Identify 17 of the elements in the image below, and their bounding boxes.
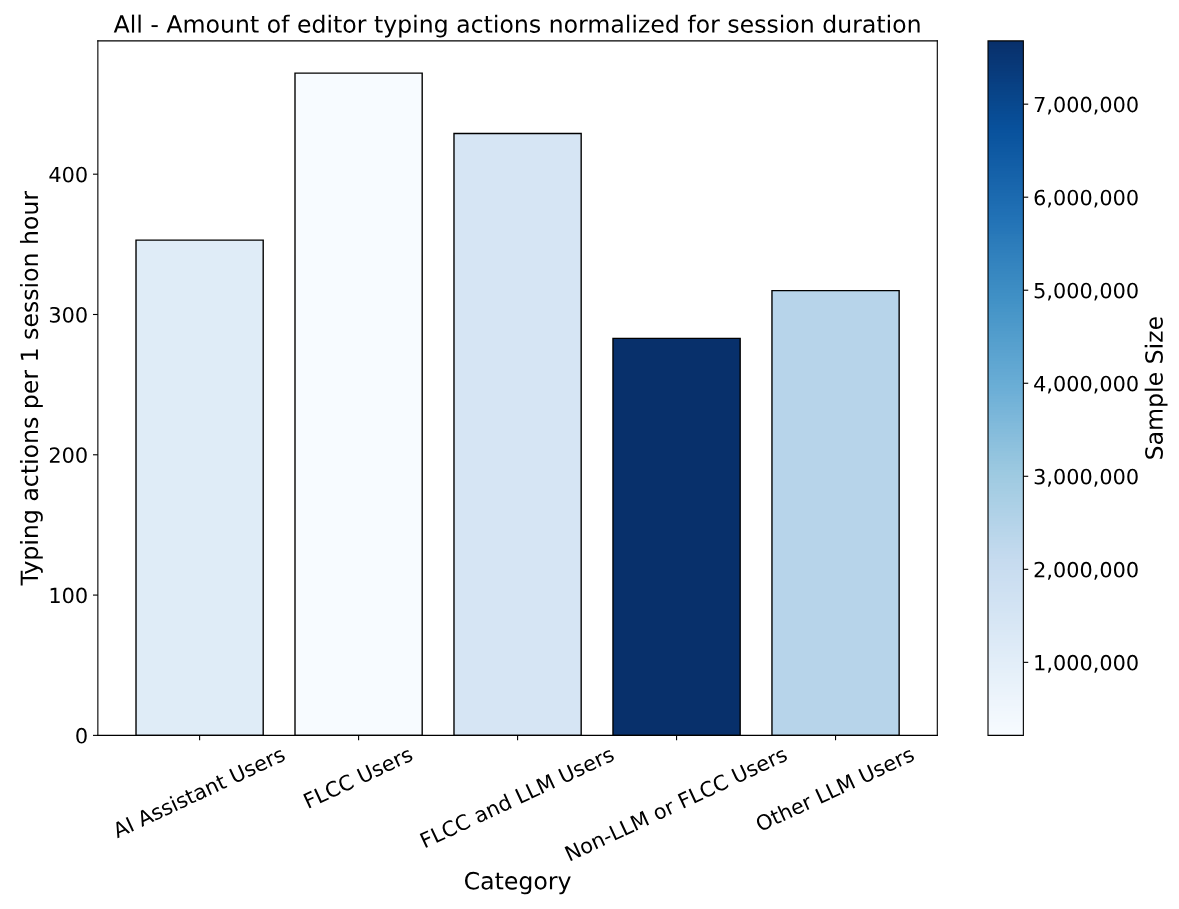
y-tick-label: 400 [49,166,87,183]
color-bar-label: 2,000,000 [1034,561,1138,580]
color-bar-label: 4,000,000 [1034,375,1138,394]
y-axis-title: Typing actions per 1 session hour [19,190,43,586]
x-tick-label: FLCC Users [303,745,414,809]
y-tick-label: 300 [49,306,87,323]
color-bar-label: 1,000,000 [1035,654,1138,673]
color-bar-label: 5,000,000 [1034,282,1138,301]
y-tick-label: 100 [50,587,87,604]
x-axis-title: Category [464,871,571,895]
color-bar-title: Sample Size [1144,317,1168,459]
color-bar-label: 7,000,000 [1034,96,1138,115]
color-bar-label: 6,000,000 [1034,189,1138,208]
color-bar-label: 3,000,000 [1034,468,1138,487]
y-tick-label: 0 [76,727,87,744]
chart-title: All - Amount of editor typing actions normalized for session duration [113,14,920,38]
y-tick-label: 200 [49,447,87,463]
